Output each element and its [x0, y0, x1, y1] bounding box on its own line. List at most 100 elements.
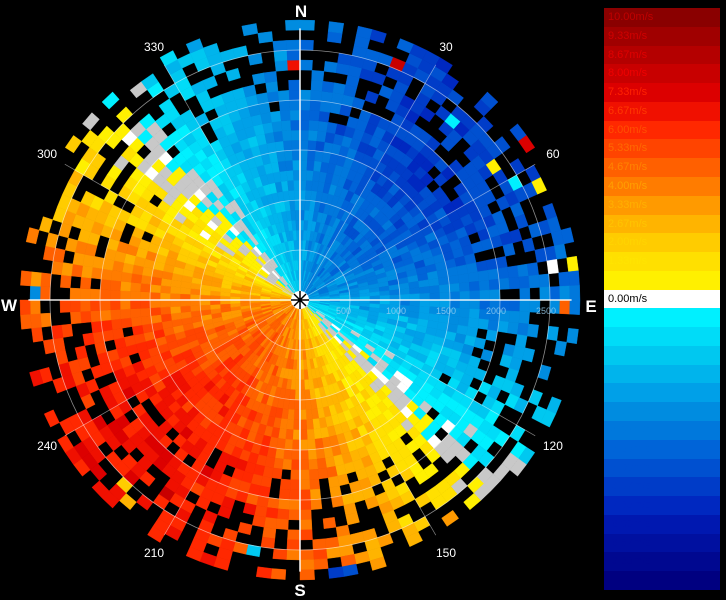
- colorbar-entry: 7.33m/s: [604, 83, 720, 102]
- velocity-cell: [179, 293, 191, 301]
- velocity-cell: [569, 299, 581, 315]
- velocity-cell: [292, 159, 301, 171]
- colorbar-label: 2.67m/s: [608, 217, 648, 230]
- azimuth-label: 120: [543, 439, 563, 453]
- velocity-cell: [307, 448, 317, 461]
- colorbar-label: 0.67m/s: [608, 273, 648, 286]
- velocity-cell: [119, 308, 132, 320]
- colorbar-entry: -2.67m/s: [604, 364, 720, 384]
- velocity-cell: [273, 50, 288, 62]
- velocity-cell: [299, 39, 314, 51]
- velocity-cell: [40, 272, 52, 288]
- velocity-cell: [277, 498, 290, 510]
- velocity-cell: [497, 320, 510, 334]
- velocity-cell: [39, 286, 51, 301]
- velocity-cell: [419, 292, 431, 301]
- velocity-cell: [275, 518, 289, 530]
- colorbar-entry: 5.33m/s: [604, 139, 720, 159]
- velocity-cell: [271, 467, 283, 480]
- colorbar-entry: 3.33m/s: [604, 195, 720, 215]
- velocity-cell: [517, 322, 529, 337]
- velocity-cell: [307, 149, 316, 162]
- velocity-cell: [448, 283, 461, 293]
- velocity-cell: [290, 469, 301, 481]
- cardinal-west-label: W: [1, 296, 18, 315]
- velocity-cell: [273, 130, 284, 143]
- velocity-cell: [189, 293, 201, 301]
- colorbar-entry: -3.33m/s: [604, 383, 720, 403]
- velocity-cell: [441, 510, 459, 527]
- velocity-cell: [136, 494, 154, 511]
- velocity-cell: [30, 271, 42, 287]
- velocity-cell: [139, 291, 151, 301]
- velocity-cell: [497, 266, 510, 280]
- velocity-cell: [287, 529, 301, 541]
- velocity-cell: [266, 90, 280, 103]
- velocity-cell: [487, 268, 500, 281]
- velocity-cell: [90, 310, 102, 323]
- velocity-cell: [498, 277, 510, 290]
- velocity-cell: [526, 262, 539, 277]
- colorbar-label: -1.33m/s: [608, 330, 651, 343]
- radar-velocity-display: 500 1000 1500 2000 2500 30 60 120 150 210 240 300 3…: [1, 2, 597, 600]
- velocity-cell: [308, 458, 319, 471]
- range-label: 2500: [536, 306, 556, 316]
- velocity-cell: [540, 409, 557, 428]
- velocity-cell: [110, 309, 122, 321]
- velocity-cell: [299, 189, 307, 201]
- velocity-cell: [288, 79, 301, 91]
- velocity-cell: [313, 428, 323, 440]
- velocity-cell: [310, 80, 324, 92]
- velocity-cell: [304, 389, 311, 401]
- velocity-cell: [299, 549, 314, 561]
- velocity-cell: [139, 283, 152, 293]
- velocity-cell: [502, 242, 516, 257]
- cardinal-south-label: S: [294, 581, 305, 600]
- velocity-cell: [185, 546, 204, 562]
- velocity-cell: [299, 439, 309, 451]
- colorbar-entry: 8.00m/s: [604, 64, 720, 84]
- velocity-cell: [509, 458, 527, 477]
- velocity-cell: [55, 349, 69, 365]
- azimuth-label: 330: [144, 40, 164, 54]
- velocity-cell: [477, 270, 490, 282]
- velocity-cell: [458, 308, 471, 319]
- velocity-cell: [458, 281, 471, 292]
- velocity-cell: [286, 49, 301, 61]
- colorbar-entry: 4.00m/s: [604, 176, 720, 196]
- velocity-cell: [71, 263, 83, 278]
- velocity-cell: [317, 120, 329, 133]
- velocity-cell: [20, 313, 32, 330]
- velocity-cell: [265, 507, 279, 520]
- velocity-cell: [131, 324, 144, 336]
- velocity-cell: [115, 106, 133, 124]
- velocity-cell: [289, 199, 296, 211]
- velocity-cell: [272, 548, 288, 560]
- velocity-cell: [299, 479, 311, 491]
- colorbar-entry: -7.33m/s: [604, 496, 720, 515]
- colorbar-label: -4.67m/s: [608, 424, 651, 437]
- velocity-cell: [199, 304, 211, 311]
- velocity-cell: [467, 317, 480, 329]
- velocity-cell: [308, 119, 320, 132]
- velocity-cell: [327, 21, 345, 34]
- velocity-cell: [90, 320, 103, 334]
- velocity-cell: [310, 498, 323, 510]
- velocity-cell: [299, 179, 307, 191]
- velocity-cell: [129, 281, 142, 292]
- velocity-cell: [327, 566, 345, 579]
- velocity-cell: [538, 273, 550, 288]
- velocity-cell: [45, 232, 59, 249]
- azimuth-label: 240: [37, 439, 57, 453]
- velocity-cell: [405, 531, 423, 547]
- velocity-cell: [447, 274, 460, 285]
- velocity-cell: [322, 517, 337, 529]
- velocity-cell: [399, 299, 411, 307]
- velocity-cell: [293, 179, 301, 191]
- velocity-cell: [189, 299, 201, 307]
- velocity-cell: [64, 135, 82, 154]
- velocity-cell: [277, 160, 287, 172]
- velocity-cell: [332, 82, 346, 95]
- velocity-cell: [293, 409, 301, 421]
- velocity-cell: [369, 29, 387, 44]
